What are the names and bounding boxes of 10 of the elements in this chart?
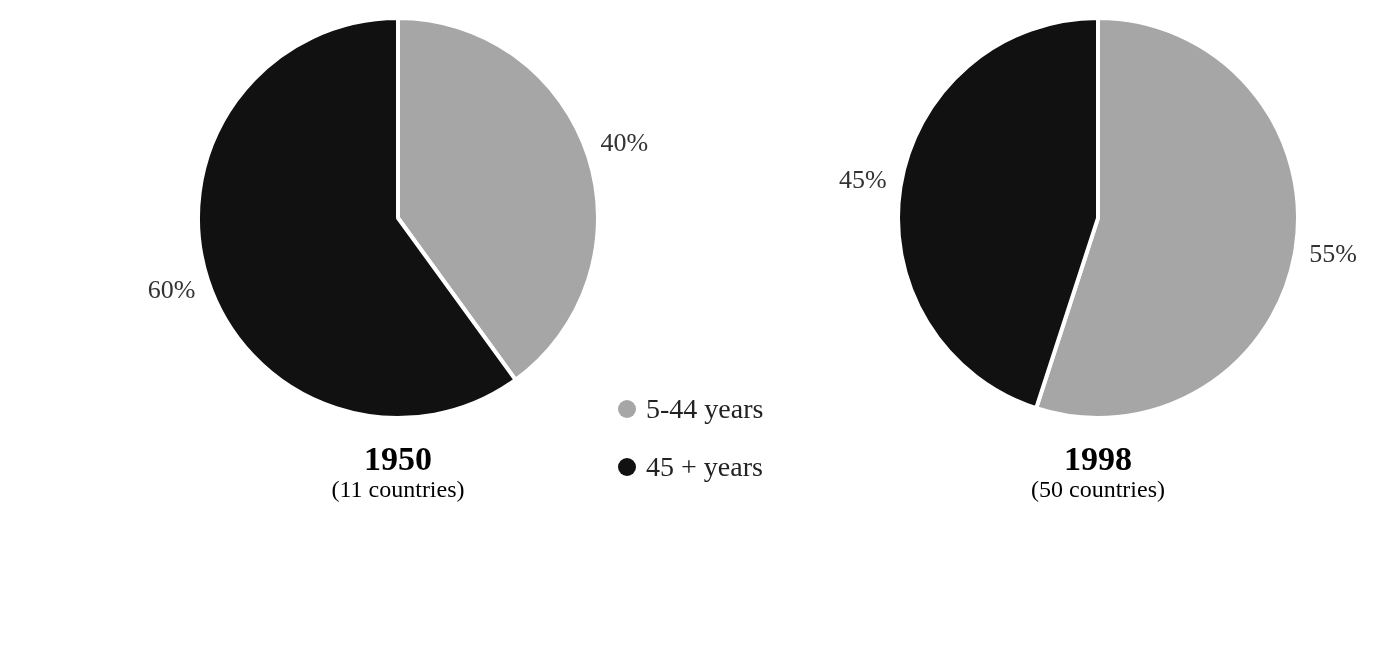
- legend-label: 5-44 years: [646, 393, 764, 425]
- data-label: 45%: [839, 164, 887, 194]
- legend-label: 45 + years: [646, 451, 763, 483]
- data-label: 40%: [600, 128, 649, 158]
- data-label: 55%: [1309, 239, 1357, 269]
- text: 1950: [364, 440, 432, 477]
- text: (11 countries): [331, 476, 465, 502]
- text: 1998: [1063, 440, 1133, 477]
- data-label: 60%: [147, 275, 196, 305]
- text: (50 countries): [1030, 476, 1166, 503]
